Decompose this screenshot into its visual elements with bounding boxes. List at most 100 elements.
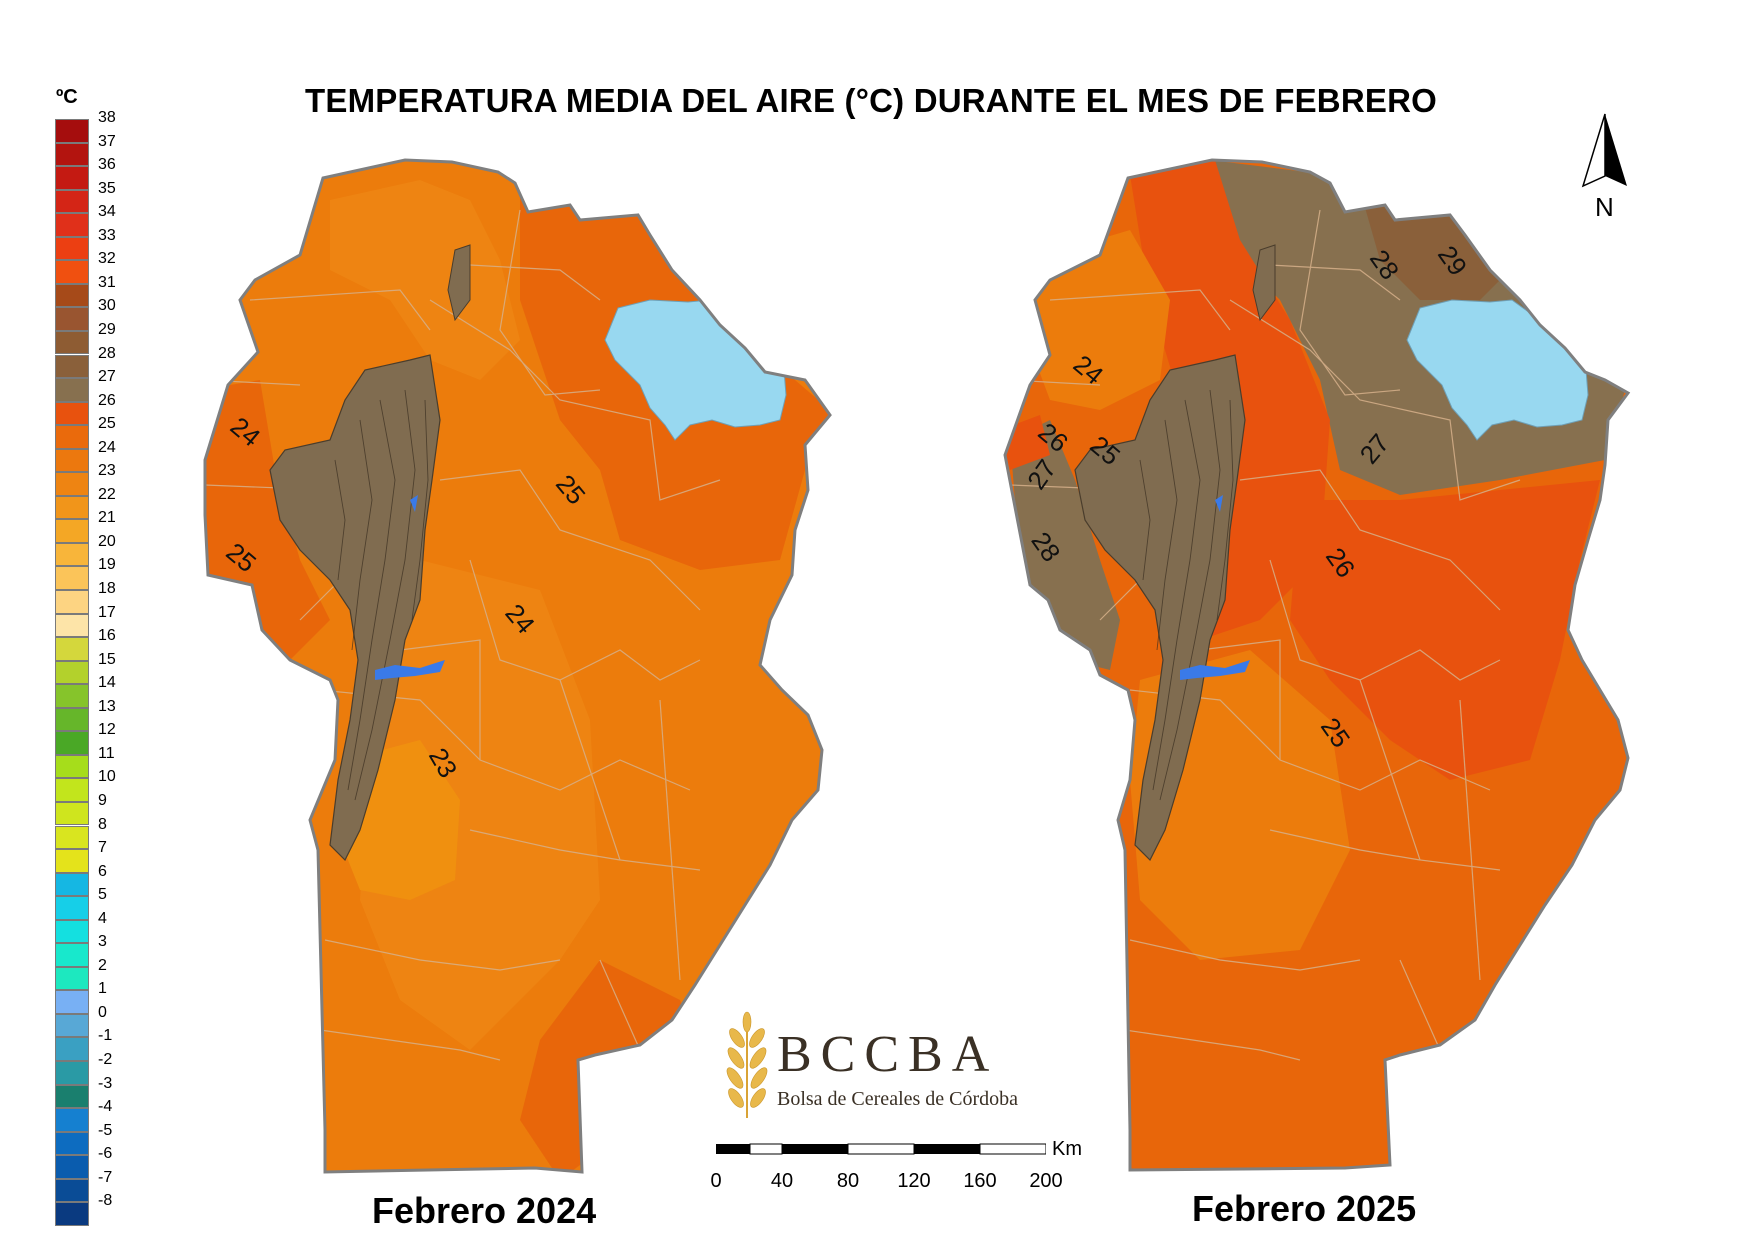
- legend-swatch: [55, 1108, 89, 1132]
- legend-swatch: [55, 1178, 89, 1203]
- scale-tick: 160: [963, 1170, 997, 1192]
- legend-swatch: [55, 307, 89, 331]
- scale-tick: 80: [836, 1170, 860, 1192]
- legend-tick-label: -4: [98, 1098, 113, 1116]
- legend-tick-label: 4: [98, 909, 107, 927]
- legend-tick-label: -2: [98, 1051, 113, 1068]
- legend-tick-label: 10: [98, 768, 116, 786]
- legend-tick-label: 27: [98, 368, 116, 386]
- legend-tick-label: 24: [98, 438, 116, 456]
- zone-24: [1030, 230, 1170, 410]
- reservoir-2025: [1180, 660, 1250, 680]
- legend-swatch: [55, 472, 89, 496]
- legend-tick-label: 0: [98, 1003, 107, 1021]
- legend-unit: ºC: [56, 86, 78, 108]
- legend-tick-label: 20: [98, 532, 116, 550]
- scale-tick: 120: [897, 1170, 931, 1192]
- legend-swatch: [55, 660, 89, 685]
- legend-swatch: [55, 1131, 89, 1156]
- scale-tick: 200: [1029, 1170, 1063, 1192]
- legend-tick-label: 18: [98, 580, 116, 597]
- legend-tick-label: 28: [98, 344, 116, 362]
- departments-2024: [205, 209, 721, 1061]
- scale-bar-graphic: [716, 1143, 1046, 1155]
- legend-tick-label: 29: [98, 320, 116, 338]
- sierras-north-2024: [447, 244, 471, 322]
- legend-tick-label: 11: [98, 744, 115, 762]
- legend-swatch: [55, 260, 89, 284]
- legend-swatch: [55, 119, 89, 143]
- legend-tick-label: 12: [98, 721, 116, 739]
- legend-swatch: [55, 236, 89, 261]
- legend-swatch: [55, 684, 89, 708]
- legend-tick-label: 6: [98, 862, 107, 880]
- legend-swatch: [55, 519, 89, 543]
- map-caption-2025: Febrero 2025: [1192, 1188, 1417, 1229]
- legend-swatch: [55, 919, 89, 944]
- legend-tick-label: -3: [98, 1074, 113, 1092]
- legend-swatch: [55, 166, 89, 190]
- legend-swatch: [55, 1037, 89, 1061]
- legend-swatch: [55, 801, 89, 826]
- legend-tick-label: 26: [98, 391, 116, 409]
- legend-swatch: [55, 943, 89, 967]
- legend-tick-label: 36: [98, 156, 116, 174]
- legend-tick-label: 34: [98, 203, 116, 221]
- legend-tick-label: 17: [98, 603, 116, 621]
- legend-tick-label: 14: [98, 674, 116, 692]
- legend-tick-label: 38: [98, 109, 116, 126]
- legend-tick-label: 13: [98, 697, 116, 715]
- sierras-contours-2025: [1139, 389, 1234, 801]
- sierras-north-2025: [1252, 244, 1276, 322]
- lake-san-roque-2024: [410, 495, 418, 512]
- legend-swatch: [55, 778, 89, 802]
- legend-tick-label: 8: [98, 815, 107, 833]
- legend-swatch: [55, 425, 89, 449]
- north-label: N: [1595, 192, 1614, 222]
- lake-san-roque-2025: [1215, 495, 1223, 512]
- zone-26-east: [1290, 480, 1600, 780]
- legend-tick-label: -8: [98, 1192, 113, 1210]
- legend-tick-label: 19: [98, 556, 116, 574]
- legend-swatch: [55, 966, 89, 991]
- wheat-icon: [726, 1011, 768, 1118]
- legend-swatch: [55, 1084, 89, 1109]
- legend-tick-label: 22: [98, 485, 116, 503]
- map-title: TEMPERATURA MEDIA DEL AIRE (°C) DURANTE …: [305, 82, 1437, 119]
- legend-swatch: [55, 189, 89, 214]
- legend-tick-label: 1: [98, 980, 107, 998]
- departments-2025: [1009, 209, 1521, 1061]
- legend-swatch: [55, 849, 89, 873]
- legend-swatch: [55, 707, 89, 732]
- legend-swatch: [55, 1013, 89, 1038]
- legend-swatch: [55, 731, 89, 755]
- legend-tick-label: 16: [98, 627, 116, 645]
- legend-swatch: [55, 825, 89, 849]
- legend-tick-label: 21: [98, 509, 116, 527]
- legend-tick-label: 32: [98, 250, 116, 268]
- legend-tick-label: -7: [98, 1168, 113, 1186]
- sierras-contours-2024: [334, 389, 429, 801]
- legend-swatch: [55, 378, 89, 402]
- legend-tick-label: 37: [98, 132, 116, 150]
- legend-swatch: [55, 542, 89, 567]
- legend-swatch: [55, 637, 89, 661]
- legend-swatch: [55, 754, 89, 779]
- legend-swatch: [55, 1202, 89, 1226]
- legend-tick-label: -6: [98, 1145, 113, 1163]
- legend-tick-label: 7: [98, 839, 107, 857]
- legend-tick-label: 30: [98, 297, 116, 315]
- reservoir-2024: [375, 660, 445, 680]
- legend-swatch: [55, 283, 89, 308]
- legend-swatch: [55, 142, 89, 167]
- legend-swatch: [55, 990, 89, 1014]
- bccba-logo: BCCBA Bolsa de Cereales de Córdoba: [717, 1010, 1047, 1120]
- legend-tick-label: 25: [98, 415, 116, 433]
- map-caption-2024: Febrero 2024: [372, 1190, 597, 1231]
- zone-24-north: [330, 180, 520, 380]
- legend-tick-label: -1: [98, 1027, 113, 1045]
- legend-tick-label: 35: [98, 179, 116, 197]
- legend-swatch: [55, 896, 89, 920]
- logo-name: BCCBA: [777, 1026, 999, 1083]
